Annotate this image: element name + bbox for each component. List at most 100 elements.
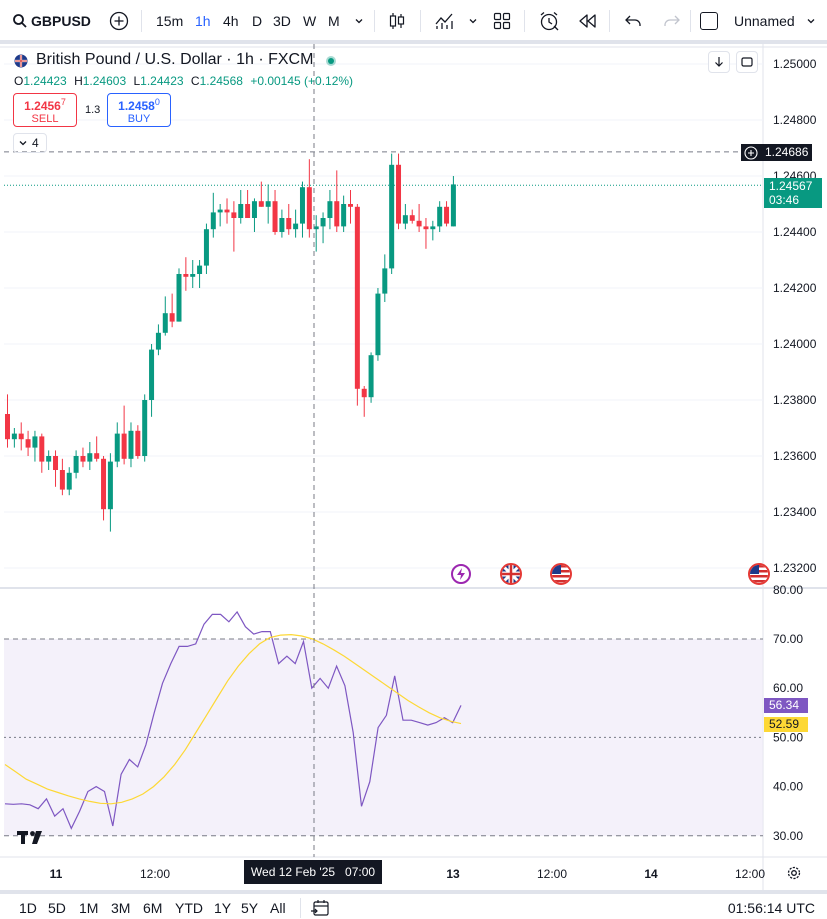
candle-body [402, 215, 408, 224]
undo-button[interactable] [624, 0, 642, 42]
indicators-dropdown[interactable] [468, 0, 478, 42]
candles-icon [389, 13, 405, 29]
low-label: L [133, 74, 141, 88]
settings-button[interactable] [786, 865, 802, 886]
range-ytd[interactable]: YTD [175, 900, 203, 916]
interval-15m[interactable]: 15m [156, 13, 184, 29]
interval-m[interactable]: M [328, 13, 340, 29]
candle-body [11, 433, 17, 440]
candle-body [224, 209, 230, 213]
candle-body [66, 472, 72, 490]
plus-circle-icon [109, 11, 129, 31]
crosshair-time-label: Wed 12 Feb '25 07:00 [244, 860, 382, 884]
candle-body [210, 212, 216, 230]
buy-button[interactable]: 1.24580 BUY [107, 93, 171, 127]
candle-body [39, 436, 45, 462]
range-1d[interactable]: 1D [19, 900, 37, 916]
sell-price: 1.2456 [24, 99, 61, 113]
open-value: 1.24423 [23, 74, 67, 88]
interval-1h[interactable]: 1h [195, 13, 211, 29]
add-symbol-button[interactable] [109, 0, 129, 42]
price-tick-label: 1.24800 [773, 113, 817, 127]
candle-body [245, 204, 251, 218]
candle-body [251, 201, 257, 218]
range-1m[interactable]: 1M [79, 900, 99, 916]
open-label: O [14, 74, 24, 88]
event-marker-uk-flag[interactable] [500, 563, 522, 585]
layout-dropdown[interactable] [806, 0, 816, 42]
range-1y[interactable]: 1Y [214, 900, 232, 916]
grid-icon [493, 12, 511, 30]
plus-circle-icon[interactable] [744, 145, 758, 160]
last-price-tag: 1.24567 03:46 [764, 178, 822, 208]
utc-clock[interactable]: 01:56:14 UTC [727, 900, 815, 916]
candle-body [272, 201, 278, 232]
date-range-button[interactable] [311, 899, 331, 919]
pane-down-button[interactable] [708, 51, 730, 73]
search-icon [13, 14, 27, 28]
rsi-value-tag: 56.34 [764, 698, 808, 713]
interval-3d[interactable]: 3D [273, 13, 291, 29]
candle-body [375, 293, 381, 356]
replay-button[interactable] [578, 0, 598, 42]
time-axis-label: 12:00 [735, 867, 765, 881]
range-5d[interactable]: 5D [48, 900, 66, 916]
candle-body [354, 206, 360, 389]
chevron-down-icon [355, 19, 363, 24]
high-label: H [74, 74, 83, 88]
chart-type-button[interactable] [388, 0, 406, 42]
change-value: +0.00145 (+0.12%) [250, 74, 354, 88]
alert-button[interactable] [538, 0, 560, 42]
price-tick-label: 1.24200 [773, 281, 817, 295]
market-open-dot-center [328, 58, 334, 64]
pane-maximize-button[interactable] [736, 51, 758, 73]
candle-body [87, 453, 93, 462]
price-tick-label: 1.24400 [773, 225, 817, 239]
time-axis-labels: 11 12:00 13 12:00 14 12:00 [50, 867, 766, 881]
rewind-icon [579, 14, 596, 28]
candle-body [197, 265, 203, 274]
low-value: 1.24423 [140, 74, 184, 88]
candle-body [238, 204, 244, 218]
chevron-down-icon [19, 141, 27, 146]
range-all[interactable]: All [270, 900, 286, 916]
event-marker-lightning[interactable] [451, 564, 471, 584]
redo-button[interactable] [663, 0, 681, 42]
bottom-bar: 1D 5D 1M 3M 6M YTD 1Y 5Y All 01:56:14 UT… [0, 890, 827, 919]
interval-4h[interactable]: 4h [223, 13, 239, 29]
rsi-tick-label: 60.00 [773, 681, 803, 695]
sell-button[interactable]: 1.24567 SELL [13, 93, 77, 127]
candle-body [176, 274, 182, 322]
indicators-button[interactable] [434, 0, 454, 42]
candle-body [293, 223, 299, 230]
layout-button[interactable]: Unnamed [700, 0, 795, 42]
interval-d[interactable]: D [252, 13, 263, 29]
time-axis-label: 12:00 [140, 867, 170, 881]
intervals-dropdown[interactable] [354, 0, 364, 42]
candle-body [416, 220, 422, 227]
candle-body [73, 456, 79, 473]
flag-icon [14, 54, 28, 68]
chevron-down-icon [469, 19, 477, 24]
range-5y[interactable]: 5Y [241, 900, 259, 916]
symbol-search-button[interactable]: GBPUSD [12, 0, 91, 42]
chart-canvas[interactable]: 1.250001.248001.246001.244001.242001.240… [0, 0, 827, 890]
time-axis-label: 11 [50, 867, 63, 881]
candle-body [265, 201, 271, 207]
templates-button[interactable] [493, 0, 511, 42]
alarm-clock-icon [540, 12, 559, 31]
interval-w[interactable]: W [303, 13, 317, 29]
undo-icon [625, 15, 641, 26]
range-6m[interactable]: 6M [143, 900, 163, 916]
candle-body [320, 218, 326, 227]
candle-body [437, 206, 443, 227]
candle-body [18, 433, 24, 440]
tradingview-logo[interactable] [17, 828, 47, 851]
event-marker-us-flag-edge[interactable] [748, 563, 770, 585]
event-marker-us-flag[interactable] [550, 563, 572, 585]
us-flag-icon [750, 565, 768, 583]
range-3m[interactable]: 3M [111, 900, 131, 916]
candle-body [128, 430, 134, 459]
indicators-collapse-button[interactable]: 4 [13, 133, 47, 153]
candle-body [190, 274, 196, 277]
